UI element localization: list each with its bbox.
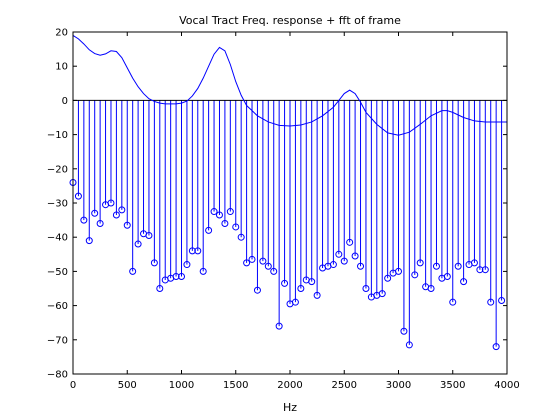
stem-marker-63 [411,271,419,279]
stem-marker-24 [199,267,207,275]
stem-marker-51 [346,238,354,246]
stem-marker-67 [432,262,440,270]
stem-marker-21 [183,261,191,269]
x-tick-label-0: 0 [70,380,76,391]
stem-marker-7 [107,199,115,207]
x-tick-label-3: 1500 [223,380,248,391]
stem-marker-64 [416,259,424,267]
stem-marker-30 [232,223,240,231]
stem-marker-44 [308,278,316,286]
stem-marker-3 [85,237,93,245]
y-tick-label-10: −80 [47,370,68,381]
stem-marker-58 [384,274,392,282]
stem-marker-61 [400,327,408,335]
stem-marker-22 [188,247,196,255]
x-tick-label-2: 1000 [169,380,194,391]
x-tick-label-7: 3500 [440,380,465,391]
stem-marker-74 [470,259,478,267]
stem-marker-37 [270,267,278,275]
stem-marker-10 [123,221,131,229]
stem-marker-15 [150,259,158,267]
stem-marker-1 [74,192,82,200]
stem-marker-25 [205,226,213,234]
y-tick-label-1: 10 [55,62,68,73]
stem-marker-11 [129,267,137,275]
y-tick-label-4: −20 [47,164,68,175]
stem-marker-14 [145,231,153,239]
stem-marker-49 [335,250,343,258]
stem-marker-70 [449,298,457,306]
stem-marker-38 [275,322,283,330]
stem-marker-39 [281,279,289,287]
stem-marker-50 [340,257,348,265]
stem-marker-29 [226,208,234,216]
y-tick-label-8: −60 [47,301,68,312]
stem-marker-77 [487,298,495,306]
stem-marker-36 [264,262,272,270]
stem-marker-5 [96,220,104,228]
x-axis-ticks: 0 500 1000 1500 2000 2500 3000 3500 4000 [70,32,520,391]
stem-marker-8 [112,211,120,219]
x-tick-label-1: 500 [118,380,137,391]
stem-marker-66 [427,285,435,292]
y-tick-label-9: −70 [47,335,68,346]
x-tick-label-4: 2000 [277,380,302,391]
stem-marker-69 [443,273,451,281]
stem-marker-42 [297,285,305,292]
stem-marker-76 [481,266,489,274]
stem-marker-54 [362,285,370,292]
stem-marker-31 [237,233,245,241]
stem-marker-79 [498,296,506,304]
stem-marker-16 [156,285,164,292]
stem-marker-19 [172,273,180,281]
stem-marker-72 [460,278,468,286]
y-tick-label-6: −40 [47,233,68,244]
stem-marker-9 [118,206,126,214]
y-tick-label-0: 20 [55,28,68,39]
stem-marker-75 [476,266,484,274]
x-axis-label: Hz [283,401,297,414]
stem-marker-34 [253,286,261,294]
x-tick-label-6: 3000 [386,380,411,391]
stem-marker-41 [291,298,299,306]
stem-marker-45 [313,291,321,299]
stem-marker-52 [351,252,359,260]
stem-marker-35 [259,257,267,265]
stem-marker-33 [248,255,256,263]
stem-marker-28 [221,220,229,228]
y-tick-label-2: 0 [62,96,68,107]
stem-marker-53 [357,262,365,270]
stem-marker-26 [210,208,218,216]
y-tick-label-3: −10 [47,130,68,141]
stem-marker-57 [378,290,386,298]
chart-title: Vocal Tract Freq. response + fft of fram… [179,14,401,27]
stem-marker-48 [329,261,337,269]
stem-series [69,100,506,351]
y-axis-ticks: 20 10 0 −10 −20 −30 −40 −50 −60 −70 −80 [47,28,507,381]
stem-marker-2 [80,216,88,224]
stem-marker-71 [454,262,462,270]
vocal-tract-response-line [72,34,507,136]
x-tick-label-8: 4000 [494,380,519,391]
stem-marker-27 [215,211,223,219]
stem-marker-32 [243,259,251,267]
stem-marker-20 [178,273,185,281]
stem-marker-23 [194,247,202,255]
y-tick-label-5: −30 [47,199,68,210]
stem-marker-78 [492,343,500,351]
stem-marker-60 [395,267,402,275]
stem-marker-62 [405,341,413,349]
stem-marker-12 [134,240,142,248]
stem-marker-4 [91,209,99,217]
x-tick-label-5: 2500 [332,380,357,391]
y-tick-label-7: −50 [47,267,68,278]
